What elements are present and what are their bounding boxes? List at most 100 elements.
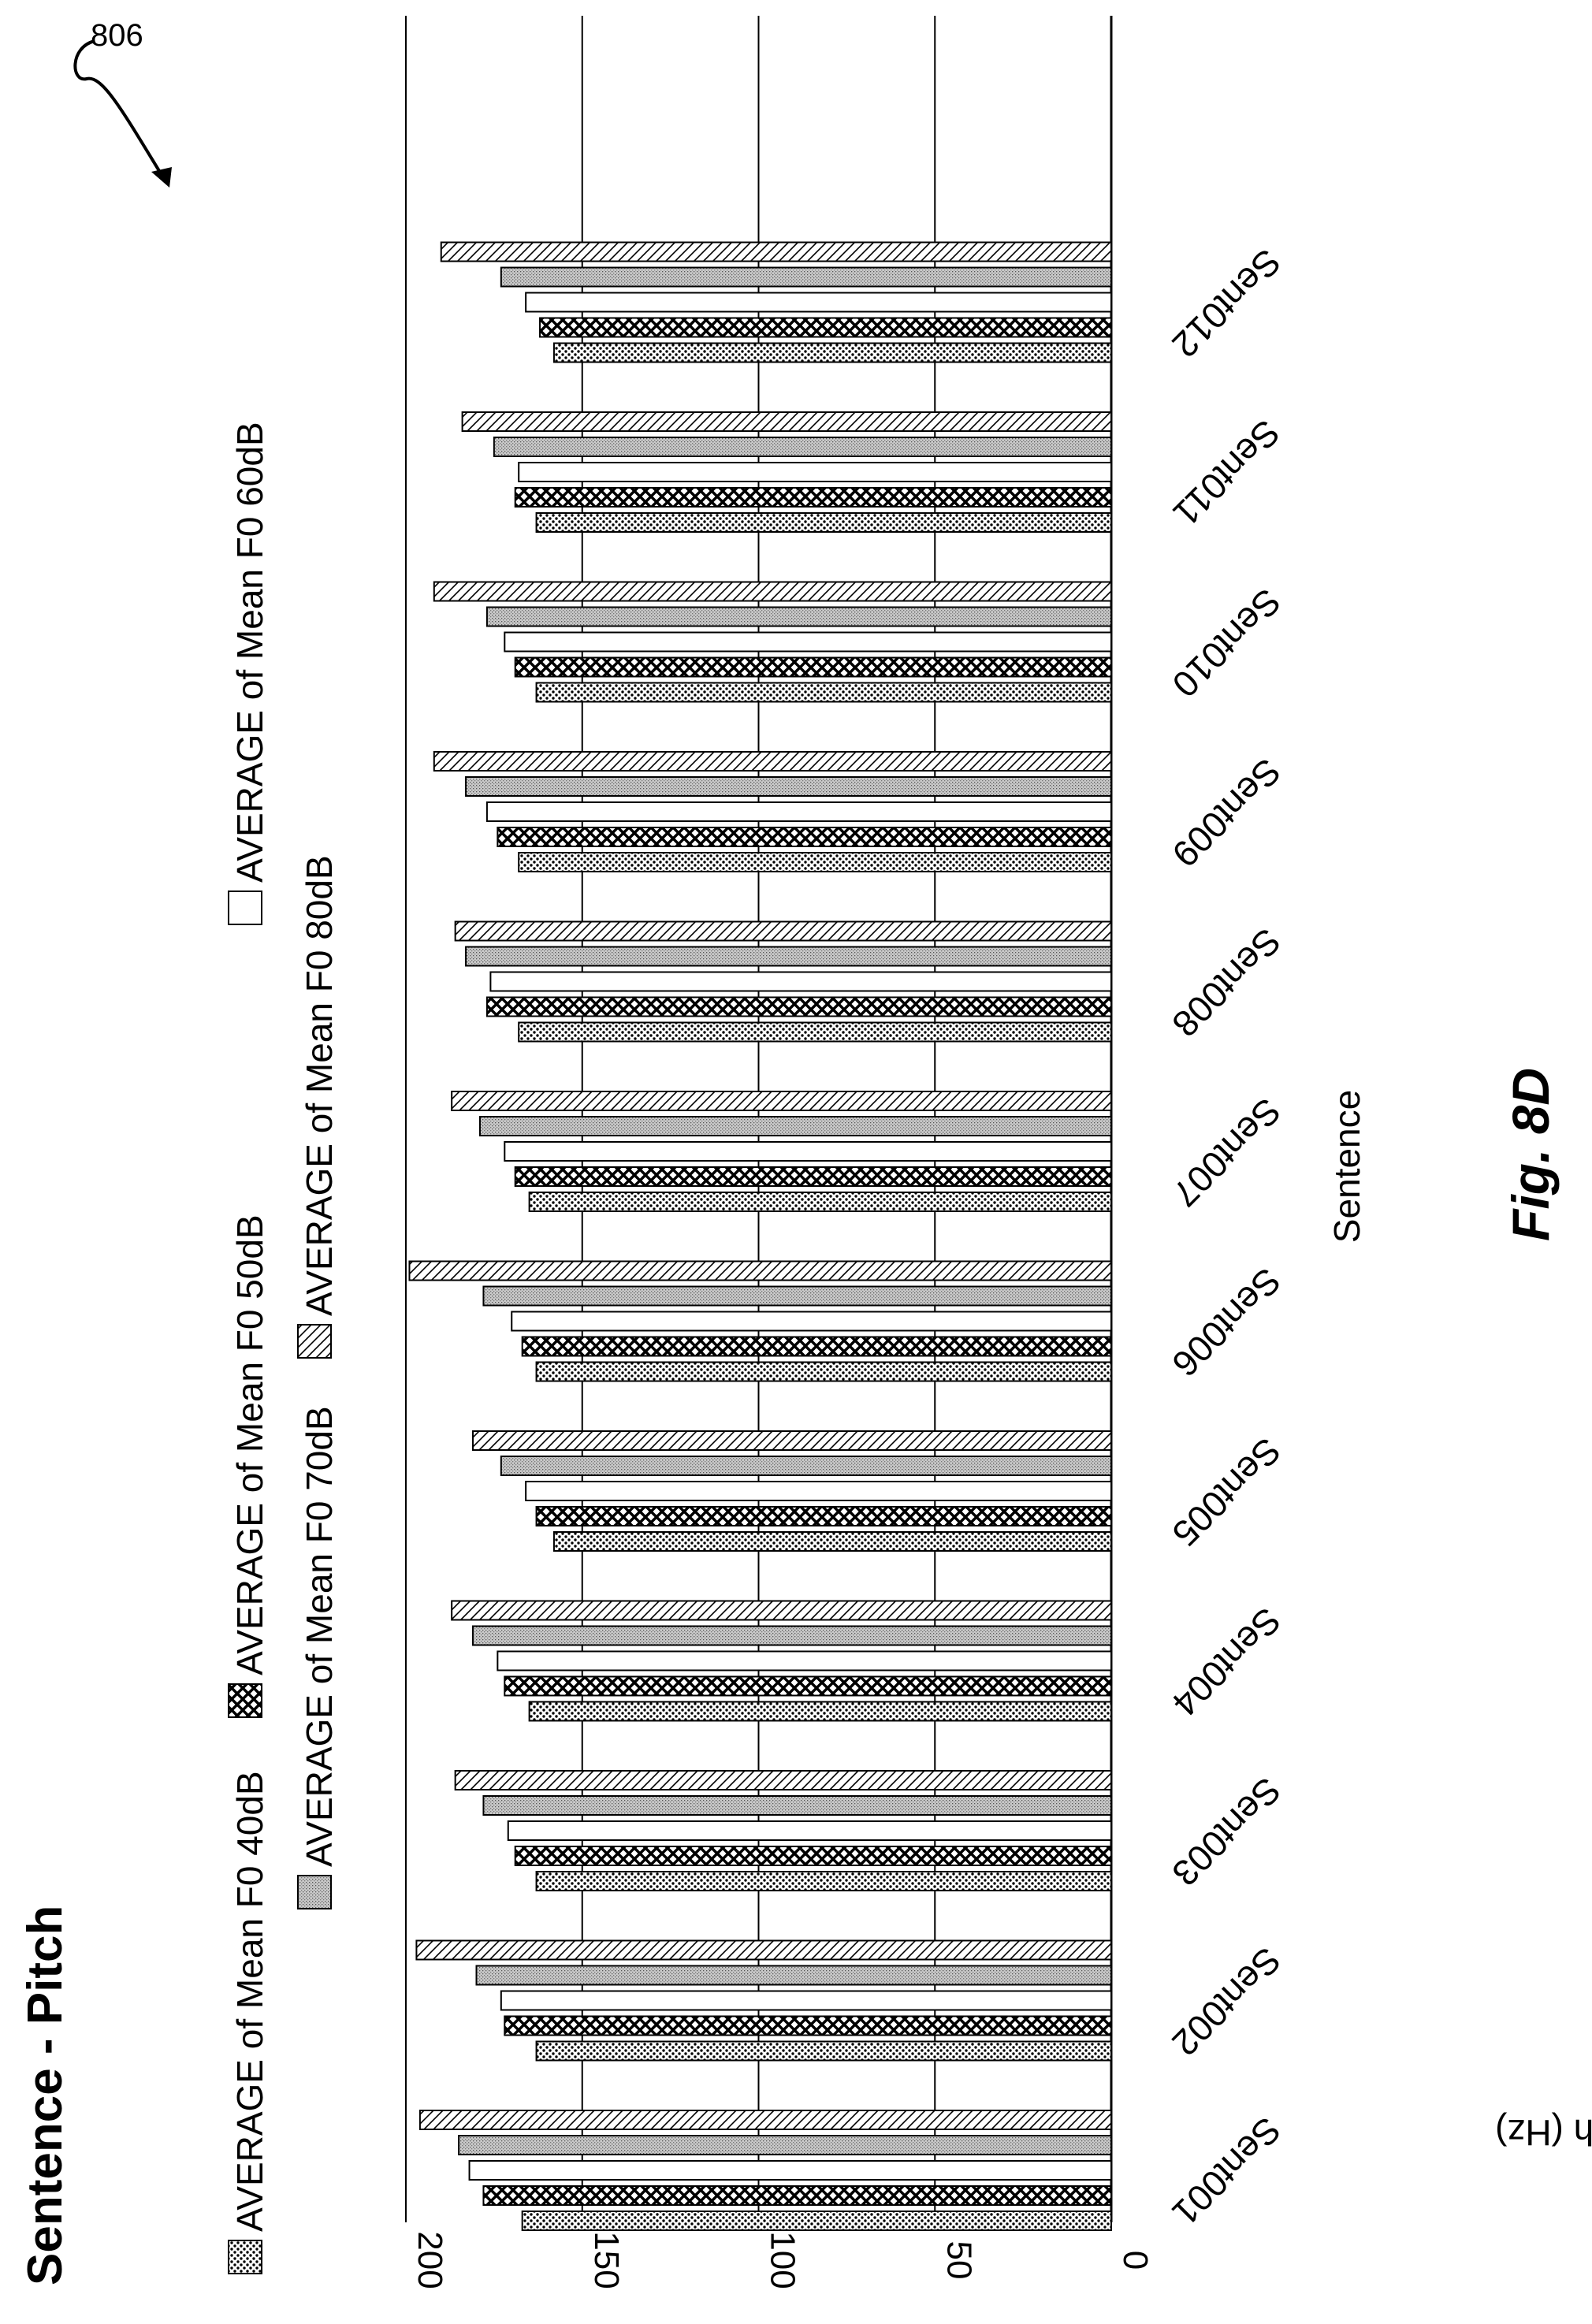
bar-sent003-series-4: [454, 1770, 1112, 1790]
bar-sent012-series-1: [539, 317, 1112, 338]
y-tick-label: 50: [939, 2241, 978, 2280]
bar-sent006-series-4: [408, 1260, 1112, 1281]
bar-sent010-series-0: [535, 682, 1112, 703]
bar-sent012-series-0: [552, 342, 1112, 363]
legend-label-40db: AVERAGE of Mean F0 40dB: [229, 1771, 270, 2232]
bar-sent002-series-0: [535, 2040, 1112, 2062]
legend-item-70db: AVERAGE of Mean F0 70dB: [297, 1406, 340, 1909]
x-tick-label-sent009: Sent009: [1164, 750, 1289, 875]
bar-sent005-series-1: [535, 1506, 1112, 1526]
bar-sent008-series-1: [485, 996, 1112, 1017]
bar-sent001-series-1: [482, 2185, 1112, 2206]
bar-sent001-series-3: [458, 2135, 1112, 2155]
chart-title: Sentence - Pitch: [18, 1906, 73, 2285]
bar-sent001-series-4: [418, 2110, 1112, 2130]
bar-sent006-series-1: [521, 1336, 1112, 1357]
bar-sent002-series-4: [415, 1939, 1112, 1961]
bar-sent005-series-3: [500, 1456, 1112, 1476]
bars: [408, 241, 1112, 2231]
bar-sent003-series-2: [507, 1820, 1112, 1841]
bar-sent006-series-0: [535, 1361, 1112, 1382]
bar-sent008-series-4: [454, 920, 1112, 942]
bar-sent011-series-0: [535, 512, 1112, 533]
bar-sent008-series-2: [489, 971, 1112, 992]
bar-sent001-series-2: [468, 2160, 1112, 2181]
bar-sent007-series-4: [451, 1091, 1112, 1111]
bar-sent008-series-0: [518, 1021, 1112, 1043]
bar-sent011-series-1: [514, 487, 1112, 508]
y-tick-label: 150: [587, 2231, 626, 2289]
bar-sent002-series-2: [500, 1990, 1112, 2011]
x-tick-label-sent011: Sent011: [1166, 412, 1289, 535]
bar-sent006-series-2: [511, 1311, 1112, 1332]
figure-caption: Fig. 8D: [1501, 1068, 1560, 1241]
x-tick-label-sent012: Sent012: [1164, 241, 1289, 366]
x-tick-label-sent006: Sent006: [1164, 1260, 1289, 1385]
bar-sent009-series-2: [485, 801, 1112, 822]
bar-sent007-series-2: [504, 1141, 1112, 1162]
bar-sent011-series-3: [493, 437, 1112, 457]
legend-label-50db: AVERAGE of Mean F0 50dB: [229, 1214, 270, 1675]
bar-sent009-series-0: [518, 852, 1112, 872]
x-tick-label-sent004: Sent004: [1164, 1600, 1289, 1724]
y-tick-label: 200: [411, 2231, 449, 2289]
bar-sent012-series-2: [525, 292, 1112, 313]
x-tick-label-sent002: Sent002: [1164, 1939, 1289, 2064]
y-tick-label: 100: [764, 2231, 802, 2289]
reference-leader-arrow: [73, 39, 167, 183]
legend-label-70db: AVERAGE of Mean F0 70dB: [299, 1406, 340, 1867]
x-tick-label-sent008: Sent008: [1164, 920, 1289, 1045]
y-axis-title: Pitch (Hz): [1495, 2112, 1592, 2153]
bar-sent004-series-0: [528, 1701, 1112, 1722]
x-tick-label-sent005: Sent005: [1164, 1430, 1289, 1554]
reference-arrowhead: [151, 167, 172, 188]
bar-sent012-series-4: [440, 241, 1112, 262]
x-tick-label-sent007: Sent007: [1164, 1090, 1289, 1214]
x-tick-label-sent010: Sent010: [1164, 581, 1289, 705]
x-tick-label-sent001: Sent001: [1164, 2109, 1289, 2233]
bar-sent010-series-1: [514, 656, 1112, 678]
bar-sent007-series-3: [478, 1116, 1112, 1136]
bar-sent005-series-2: [525, 1481, 1112, 1501]
bar-sent012-series-3: [500, 266, 1112, 288]
x-tick-label-sent003: Sent003: [1164, 1769, 1289, 1894]
bar-sent001-series-0: [521, 2211, 1112, 2231]
legend-label-80db: AVERAGE of Mean F0 80dB: [299, 855, 340, 1316]
bar-sent004-series-3: [472, 1625, 1112, 1646]
x-axis-labels: Sent001 Sent002 Sent003 Sent004 Sent005 Sent0…: [1164, 241, 1289, 2233]
bar-sent009-series-1: [497, 827, 1112, 847]
legend-item-40db: AVERAGE of Mean F0 40dB: [228, 1771, 270, 2274]
legend-item-50db: AVERAGE of Mean F0 50dB: [228, 1214, 270, 1718]
reference-numeral-806: 806: [73, 18, 172, 188]
bar-sent002-series-1: [504, 2015, 1112, 2036]
legend: AVERAGE of Mean F0 40dB AVERAGE of Mean …: [228, 422, 340, 2274]
legend-label-60db: AVERAGE of Mean F0 60dB: [229, 422, 270, 883]
bar-sent005-series-4: [472, 1430, 1112, 1451]
legend-item-60db: AVERAGE of Mean F0 60dB: [228, 422, 270, 925]
x-axis-title: Sentence: [1326, 1090, 1367, 1243]
bar-sent007-series-0: [528, 1192, 1112, 1212]
bar-sent008-series-3: [465, 946, 1112, 967]
y-tick-label: 0: [1116, 2251, 1155, 2270]
bar-sent003-series-3: [482, 1795, 1112, 1816]
bar-sent004-series-1: [504, 1675, 1112, 1697]
bar-sent004-series-4: [451, 1600, 1112, 1621]
bar-sent006-series-3: [482, 1285, 1112, 1307]
reference-numeral: 806: [91, 18, 143, 53]
bar-sent004-series-2: [497, 1650, 1112, 1671]
bar-sent011-series-4: [461, 411, 1112, 432]
bar-sent010-series-3: [485, 606, 1112, 627]
y-axis-ticks: 0 50 100 150 200: [411, 2231, 1155, 2289]
bar-sent011-series-2: [518, 462, 1112, 482]
bar-sent007-series-1: [514, 1166, 1112, 1187]
bar-sent003-series-1: [514, 1846, 1112, 1866]
bar-sent009-series-4: [433, 751, 1112, 772]
bar-sent005-series-0: [552, 1531, 1112, 1552]
bar-sent010-series-2: [504, 631, 1112, 653]
bar-sent003-series-0: [535, 1871, 1112, 1891]
bar-sent010-series-4: [433, 581, 1112, 602]
bar-sent009-series-3: [465, 776, 1112, 797]
bar-sent002-series-3: [475, 1965, 1112, 1986]
